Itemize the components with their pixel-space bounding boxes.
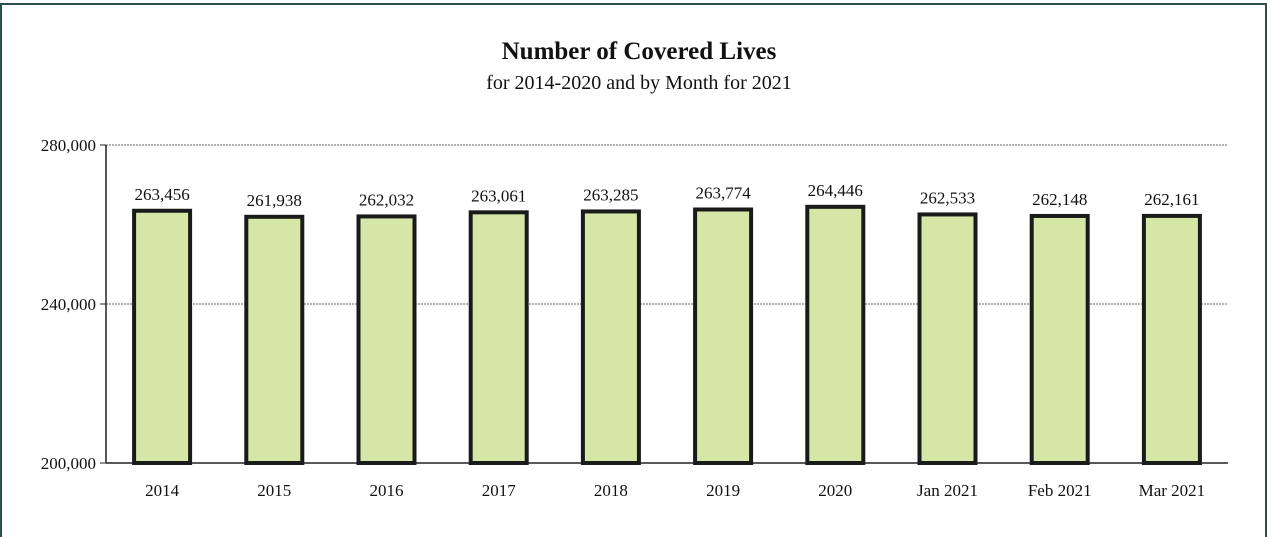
- data-label: 263,774: [695, 183, 751, 202]
- bar: [1029, 213, 1090, 465]
- x-tick-label: 2015: [257, 481, 291, 500]
- bar: [1141, 213, 1202, 465]
- bar: [580, 209, 641, 465]
- bar: [244, 214, 305, 465]
- chart-subtitle: for 2014-2020 and by Month for 2021: [486, 72, 792, 94]
- chart-title: Number of Covered Lives: [502, 38, 777, 65]
- y-tick-label: 240,000: [41, 295, 96, 314]
- x-tick-label: Mar 2021: [1139, 481, 1206, 500]
- bar: [132, 208, 193, 465]
- chart-border: [0, 3, 1267, 537]
- y-axis: 200,000 240,000 280,000: [41, 136, 107, 473]
- x-tick-label: Feb 2021: [1028, 481, 1092, 500]
- y-tick-label: 200,000: [41, 454, 96, 473]
- data-labels: 263,456 261,938 262,032 263,061 263,285 263,7…: [134, 181, 1199, 210]
- x-tick-label: 2016: [370, 481, 404, 500]
- bar: [917, 212, 978, 465]
- x-tick-label: 2014: [145, 481, 180, 500]
- data-label: 262,148: [1032, 190, 1087, 209]
- x-axis-labels: 2014 2015 2016 2017 2018 2019 2020 Jan 2021 Feb …: [145, 481, 1205, 500]
- bars: [132, 204, 1202, 465]
- data-label: 263,456: [134, 185, 189, 204]
- data-label: 262,161: [1144, 190, 1199, 209]
- x-tick-label: 2018: [594, 481, 628, 500]
- data-label: 261,938: [247, 191, 302, 210]
- bar: [805, 204, 866, 465]
- data-label: 262,533: [920, 188, 975, 207]
- y-tick-label: 280,000: [41, 136, 96, 155]
- data-label: 263,061: [471, 186, 526, 205]
- bar: [356, 214, 417, 465]
- x-tick-label: 2019: [706, 481, 740, 500]
- data-label: 263,285: [583, 185, 638, 204]
- bar: [693, 207, 754, 465]
- x-tick-label: Jan 2021: [917, 481, 978, 500]
- bar: [468, 210, 529, 465]
- data-label: 264,446: [808, 181, 863, 200]
- x-tick-label: 2017: [482, 481, 517, 500]
- data-label: 262,032: [359, 190, 414, 209]
- x-tick-label: 2020: [818, 481, 852, 500]
